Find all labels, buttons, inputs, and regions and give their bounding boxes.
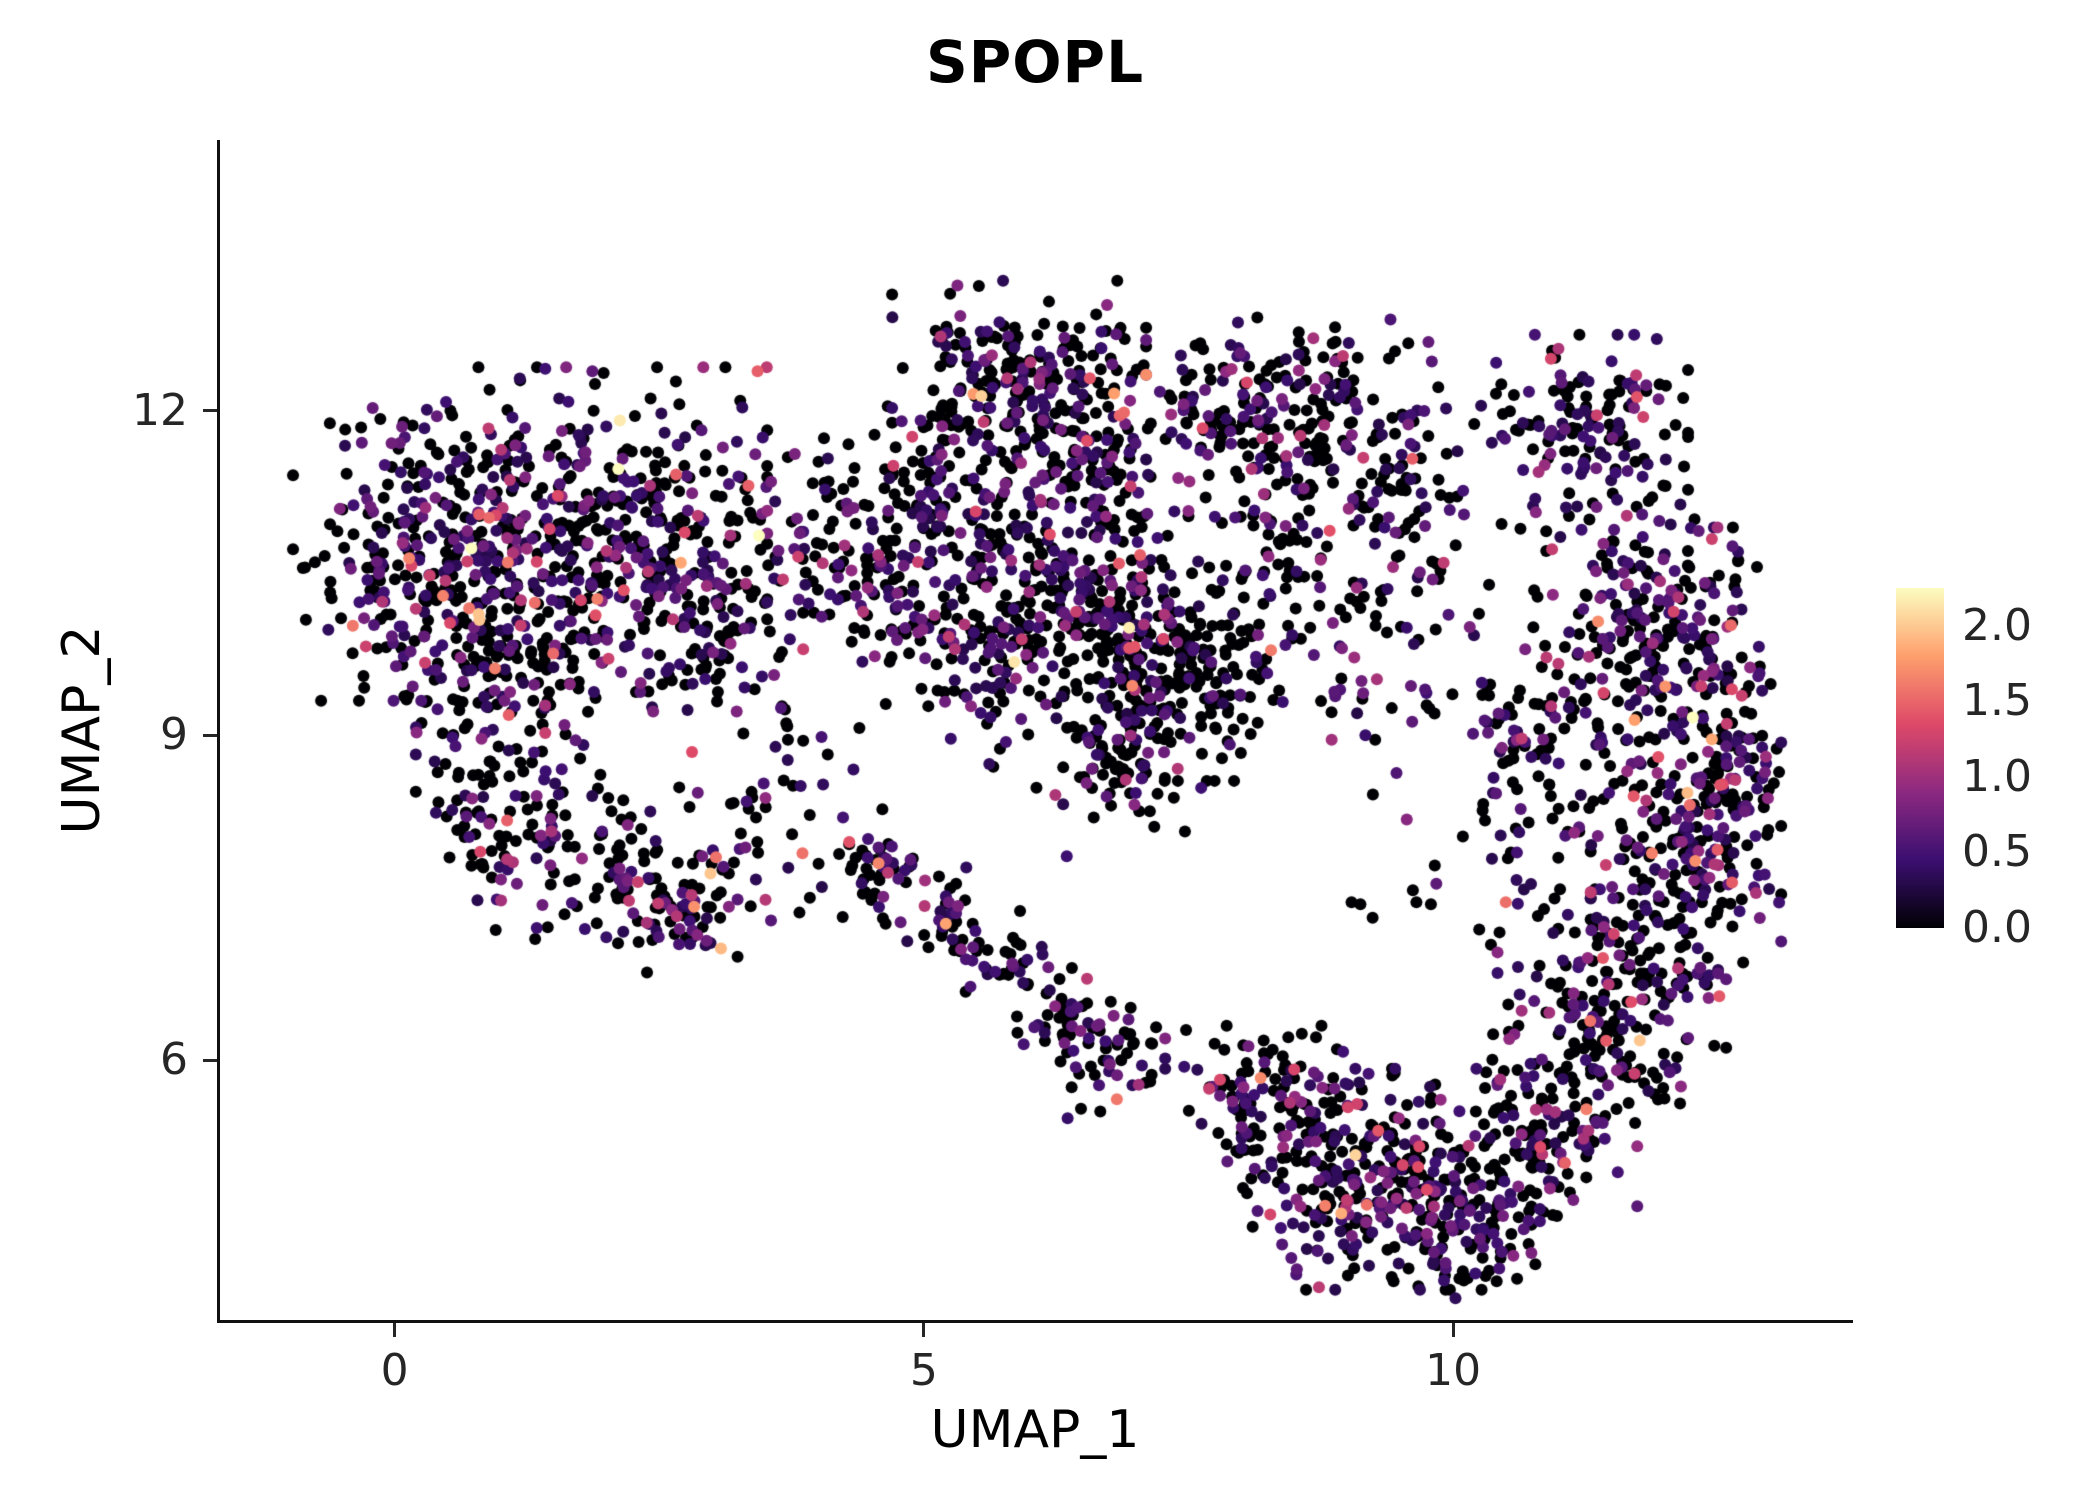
x-tick-label: 10	[1425, 1345, 1482, 1396]
x-tick-mark	[922, 1323, 926, 1337]
y-tick-label: 12	[132, 384, 188, 436]
legend-tick-label: 0.5	[1962, 826, 2032, 878]
x-tick-mark	[393, 1323, 397, 1337]
legend-tick-label: 0.0	[1962, 902, 2032, 953]
y-tick-mark	[203, 1058, 217, 1062]
legend-tick-label: 1.0	[1962, 750, 2032, 802]
plot-title: SPOPL	[925, 28, 1145, 96]
scatter-plot-canvas	[220, 140, 1850, 1320]
y-tick-label: 9	[160, 709, 188, 761]
x-tick-label: 5	[909, 1345, 938, 1396]
x-tick-label: 0	[380, 1345, 409, 1396]
y-tick-label: 6	[160, 1034, 188, 1086]
colorbar-gradient	[1896, 588, 1944, 928]
y-axis-line	[217, 140, 220, 1323]
y-tick-mark	[203, 409, 217, 413]
y-tick-mark	[203, 733, 217, 737]
x-axis-line	[217, 1320, 1853, 1323]
colorbar	[1896, 588, 1944, 928]
x-axis-title: UMAP_1	[930, 1400, 1140, 1460]
x-tick-mark	[1451, 1323, 1455, 1337]
legend-tick-label: 1.5	[1962, 675, 2032, 727]
legend-tick-label: 2.0	[1962, 599, 2032, 651]
